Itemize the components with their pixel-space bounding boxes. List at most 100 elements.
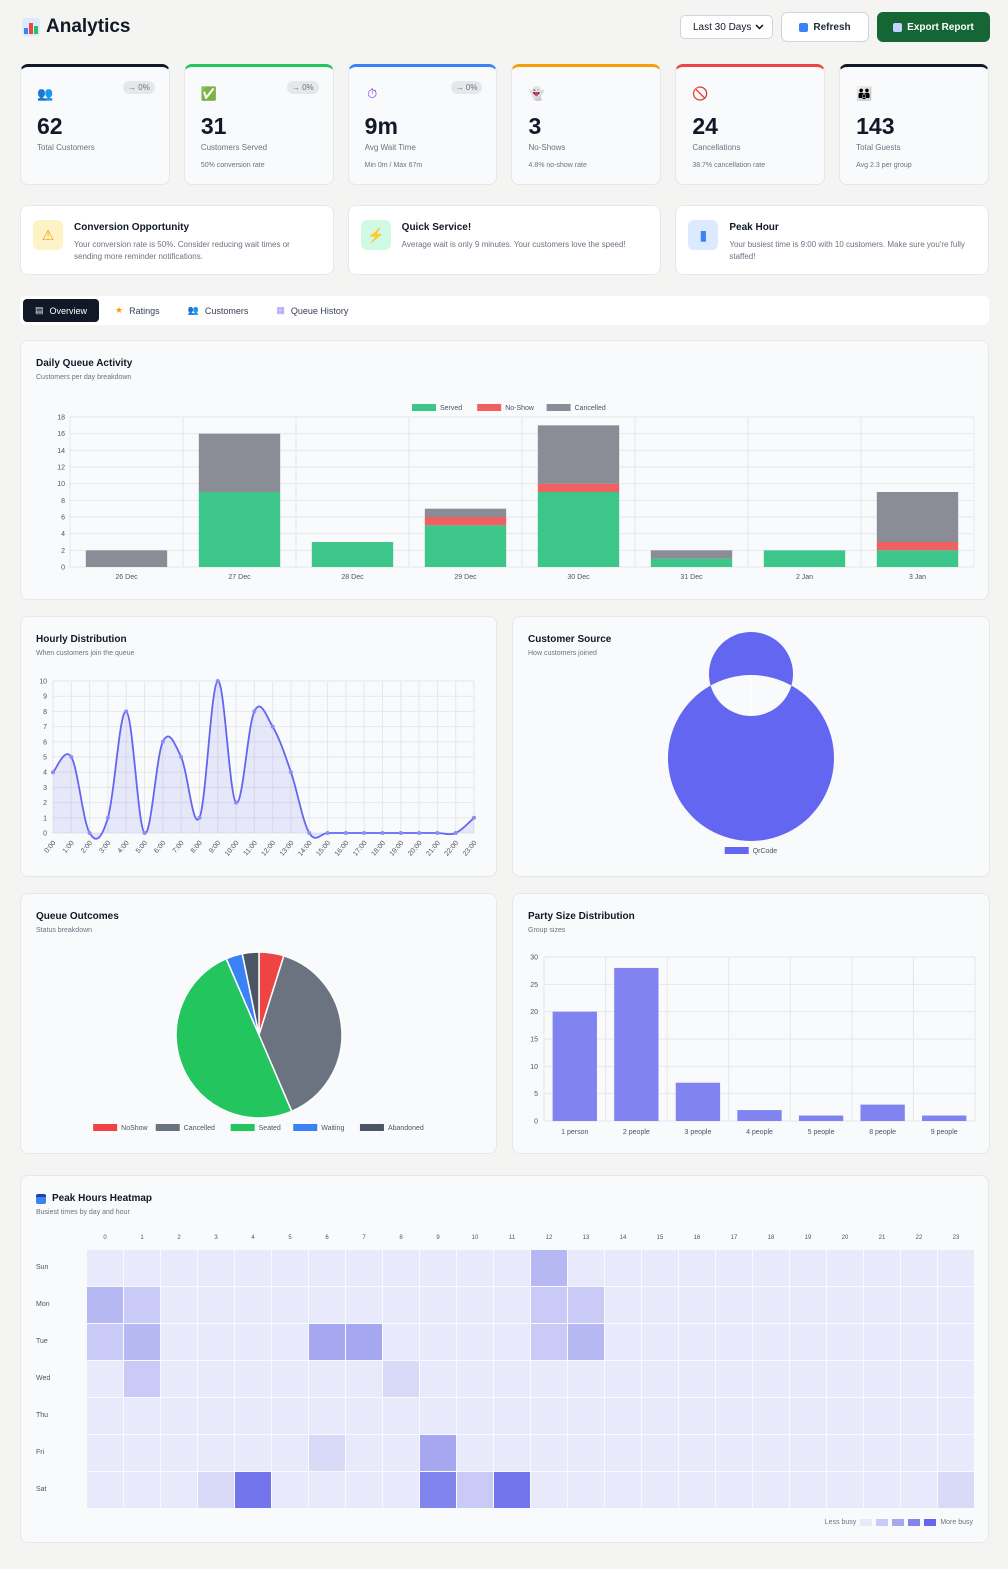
heatmap-cell[interactable]	[235, 1435, 271, 1471]
heatmap-cell[interactable]	[938, 1250, 974, 1286]
heatmap-cell[interactable]	[901, 1287, 937, 1323]
heatmap-cell[interactable]	[346, 1361, 382, 1397]
heatmap-cell[interactable]	[272, 1361, 308, 1397]
heatmap-cell[interactable]	[642, 1287, 678, 1323]
heatmap-cell[interactable]	[235, 1324, 271, 1360]
heatmap-cell[interactable]	[87, 1472, 123, 1508]
heatmap-cell[interactable]	[568, 1361, 604, 1397]
heatmap-cell[interactable]	[420, 1250, 456, 1286]
heatmap-cell[interactable]	[531, 1250, 567, 1286]
heatmap-cell[interactable]	[161, 1287, 197, 1323]
heatmap-cell[interactable]	[679, 1324, 715, 1360]
heatmap-cell[interactable]	[605, 1361, 641, 1397]
heatmap-cell[interactable]	[457, 1250, 493, 1286]
heatmap-cell[interactable]	[494, 1361, 530, 1397]
heatmap-cell[interactable]	[531, 1287, 567, 1323]
heatmap-cell[interactable]	[457, 1435, 493, 1471]
heatmap-cell[interactable]	[124, 1324, 160, 1360]
heatmap-cell[interactable]	[568, 1435, 604, 1471]
tab-queue-history[interactable]: ▦ Queue History	[264, 299, 360, 322]
export-report-button[interactable]: Export Report	[877, 12, 990, 42]
heatmap-cell[interactable]	[716, 1361, 752, 1397]
heatmap-cell[interactable]	[87, 1435, 123, 1471]
heatmap-cell[interactable]	[605, 1250, 641, 1286]
heatmap-cell[interactable]	[124, 1361, 160, 1397]
heatmap-cell[interactable]	[864, 1324, 900, 1360]
heatmap-cell[interactable]	[161, 1324, 197, 1360]
heatmap-cell[interactable]	[938, 1398, 974, 1434]
heatmap-cell[interactable]	[642, 1361, 678, 1397]
heatmap-cell[interactable]	[790, 1287, 826, 1323]
heatmap-cell[interactable]	[272, 1250, 308, 1286]
heatmap-cell[interactable]	[679, 1250, 715, 1286]
heatmap-cell[interactable]	[827, 1435, 863, 1471]
heatmap-cell[interactable]	[827, 1472, 863, 1508]
heatmap-cell[interactable]	[716, 1435, 752, 1471]
heatmap-cell[interactable]	[790, 1472, 826, 1508]
heatmap-cell[interactable]	[383, 1435, 419, 1471]
heatmap-cell[interactable]	[309, 1472, 345, 1508]
heatmap-cell[interactable]	[124, 1398, 160, 1434]
heatmap-cell[interactable]	[827, 1250, 863, 1286]
heatmap-cell[interactable]	[198, 1398, 234, 1434]
heatmap-cell[interactable]	[420, 1472, 456, 1508]
heatmap-cell[interactable]	[679, 1472, 715, 1508]
heatmap-cell[interactable]	[716, 1250, 752, 1286]
heatmap-cell[interactable]	[568, 1472, 604, 1508]
heatmap-cell[interactable]	[235, 1250, 271, 1286]
heatmap-cell[interactable]	[457, 1324, 493, 1360]
heatmap-cell[interactable]	[198, 1472, 234, 1508]
heatmap-cell[interactable]	[309, 1324, 345, 1360]
heatmap-cell[interactable]	[753, 1398, 789, 1434]
heatmap-cell[interactable]	[642, 1472, 678, 1508]
heatmap-cell[interactable]	[901, 1250, 937, 1286]
heatmap-cell[interactable]	[272, 1287, 308, 1323]
heatmap-cell[interactable]	[716, 1472, 752, 1508]
heatmap-cell[interactable]	[346, 1250, 382, 1286]
heatmap-cell[interactable]	[494, 1435, 530, 1471]
heatmap-cell[interactable]	[87, 1398, 123, 1434]
heatmap-cell[interactable]	[124, 1250, 160, 1286]
heatmap-cell[interactable]	[198, 1324, 234, 1360]
heatmap-cell[interactable]	[901, 1324, 937, 1360]
heatmap-cell[interactable]	[938, 1472, 974, 1508]
heatmap-cell[interactable]	[790, 1361, 826, 1397]
heatmap-cell[interactable]	[198, 1250, 234, 1286]
heatmap-cell[interactable]	[383, 1324, 419, 1360]
heatmap-cell[interactable]	[605, 1324, 641, 1360]
heatmap-cell[interactable]	[679, 1287, 715, 1323]
heatmap-cell[interactable]	[383, 1287, 419, 1323]
heatmap-cell[interactable]	[346, 1398, 382, 1434]
heatmap-cell[interactable]	[901, 1435, 937, 1471]
heatmap-cell[interactable]	[272, 1398, 308, 1434]
heatmap-cell[interactable]	[87, 1287, 123, 1323]
heatmap-cell[interactable]	[235, 1472, 271, 1508]
heatmap-cell[interactable]	[87, 1361, 123, 1397]
heatmap-cell[interactable]	[901, 1398, 937, 1434]
heatmap-cell[interactable]	[864, 1398, 900, 1434]
tab-ratings[interactable]: ★ Ratings	[103, 299, 172, 322]
heatmap-cell[interactable]	[272, 1435, 308, 1471]
heatmap-cell[interactable]	[383, 1250, 419, 1286]
heatmap-cell[interactable]	[531, 1398, 567, 1434]
heatmap-cell[interactable]	[420, 1287, 456, 1323]
heatmap-cell[interactable]	[864, 1435, 900, 1471]
heatmap-cell[interactable]	[457, 1398, 493, 1434]
refresh-button[interactable]: Refresh	[781, 12, 869, 42]
heatmap-cell[interactable]	[827, 1324, 863, 1360]
heatmap-cell[interactable]	[642, 1435, 678, 1471]
heatmap-cell[interactable]	[383, 1398, 419, 1434]
heatmap-cell[interactable]	[383, 1472, 419, 1508]
heatmap-cell[interactable]	[346, 1324, 382, 1360]
heatmap-cell[interactable]	[161, 1398, 197, 1434]
heatmap-cell[interactable]	[161, 1472, 197, 1508]
heatmap-cell[interactable]	[938, 1324, 974, 1360]
heatmap-cell[interactable]	[938, 1435, 974, 1471]
heatmap-cell[interactable]	[494, 1472, 530, 1508]
heatmap-cell[interactable]	[309, 1361, 345, 1397]
heatmap-cell[interactable]	[753, 1250, 789, 1286]
heatmap-cell[interactable]	[642, 1250, 678, 1286]
heatmap-cell[interactable]	[827, 1361, 863, 1397]
heatmap-cell[interactable]	[161, 1361, 197, 1397]
heatmap-cell[interactable]	[938, 1287, 974, 1323]
